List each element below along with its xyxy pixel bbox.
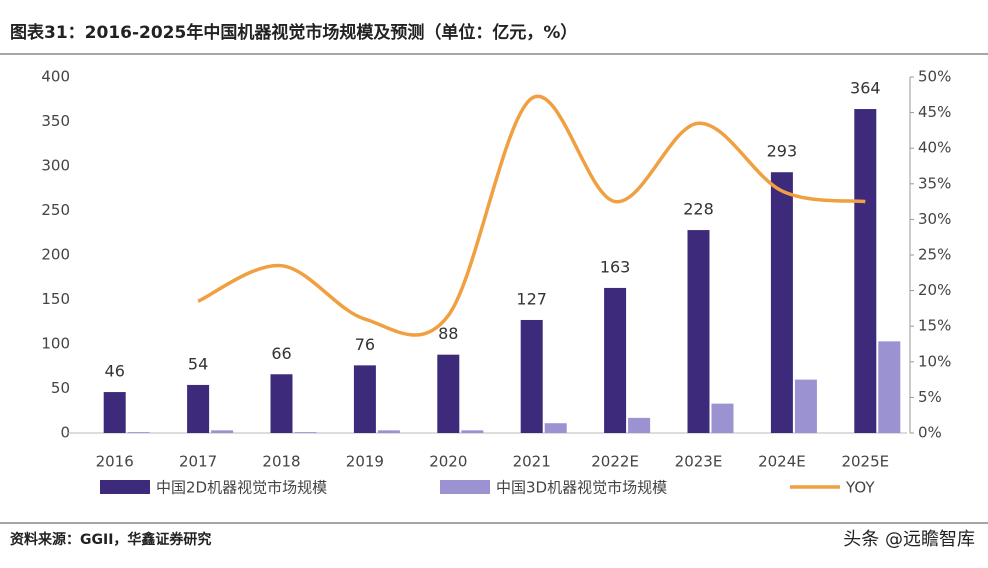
x-tick-label: 2025E — [841, 453, 889, 471]
bar — [103, 392, 126, 433]
bar — [211, 430, 234, 433]
y2-tick-label: 20% — [918, 281, 951, 299]
x-tick-label: 2024E — [758, 453, 806, 471]
yoy-line — [197, 94, 866, 337]
legend-swatch — [440, 480, 490, 494]
bar — [878, 341, 901, 433]
bar — [520, 319, 543, 433]
bar — [270, 374, 293, 433]
bar — [127, 432, 150, 433]
bar — [794, 379, 817, 433]
bar — [711, 403, 734, 433]
legend-label: 中国2D机器视觉市场规模 — [156, 479, 327, 497]
value-label: 293 — [767, 142, 798, 161]
y2-tick-label: 45% — [918, 103, 951, 121]
value-label: 88 — [438, 324, 458, 343]
bar — [854, 109, 877, 433]
x-tick-label: 2017 — [179, 453, 217, 471]
y2-tick-label: 15% — [918, 317, 951, 335]
y-tick-label: 400 — [41, 68, 70, 86]
y-tick-label: 50 — [51, 379, 70, 397]
x-tick-label: 2020 — [429, 453, 467, 471]
value-label: 66 — [271, 344, 291, 363]
value-label: 54 — [188, 354, 208, 373]
bar — [353, 365, 376, 433]
y-tick-label: 150 — [41, 290, 70, 308]
y-tick-label: 350 — [41, 112, 70, 130]
y2-tick-label: 5% — [918, 388, 942, 406]
value-label: 76 — [355, 335, 375, 354]
bar — [294, 432, 317, 433]
value-label: 127 — [516, 289, 547, 308]
value-label: 364 — [850, 79, 881, 98]
bar — [770, 172, 793, 434]
legend-label: YOY — [845, 479, 875, 497]
source: 资料来源：GGII，华鑫证券研究 — [10, 531, 211, 548]
y2-tick-label: 25% — [918, 246, 951, 264]
y-tick-label: 100 — [41, 335, 70, 353]
y2-tick-label: 0% — [918, 424, 942, 442]
bar — [377, 430, 400, 433]
y-tick-label: 300 — [41, 157, 70, 175]
x-tick-label: 2018 — [262, 453, 300, 471]
value-label: 228 — [683, 200, 714, 219]
y-tick-label: 200 — [41, 246, 70, 264]
x-tick-label: 2021 — [513, 453, 551, 471]
bar — [544, 423, 567, 433]
y2-tick-label: 35% — [918, 174, 951, 192]
y2-tick-label: 30% — [918, 210, 951, 228]
bar — [437, 354, 460, 433]
legend-label: 中国3D机器视觉市场规模 — [496, 479, 667, 497]
legend-swatch — [100, 480, 150, 494]
bar — [187, 384, 210, 433]
x-tick-label: 2023E — [675, 453, 723, 471]
y2-tick-label: 40% — [918, 139, 951, 157]
y-tick-label: 0 — [60, 424, 70, 442]
value-label: 46 — [105, 362, 125, 381]
value-label: 163 — [600, 257, 631, 276]
bar — [461, 430, 484, 433]
chart-title: 图表31：2016-2025年中国机器视觉市场规模及预测（单位：亿元，%） — [10, 22, 577, 43]
bar — [628, 417, 651, 433]
y2-tick-label: 10% — [918, 352, 951, 370]
y2-tick-label: 50% — [918, 68, 951, 86]
x-tick-label: 2016 — [96, 453, 134, 471]
y-tick-label: 250 — [41, 201, 70, 219]
bar — [604, 287, 627, 433]
bar — [687, 230, 710, 433]
x-tick-label: 2019 — [346, 453, 384, 471]
x-tick-label: 2022E — [591, 453, 639, 471]
watermark: 头条 @远瞻智库 — [843, 529, 975, 550]
